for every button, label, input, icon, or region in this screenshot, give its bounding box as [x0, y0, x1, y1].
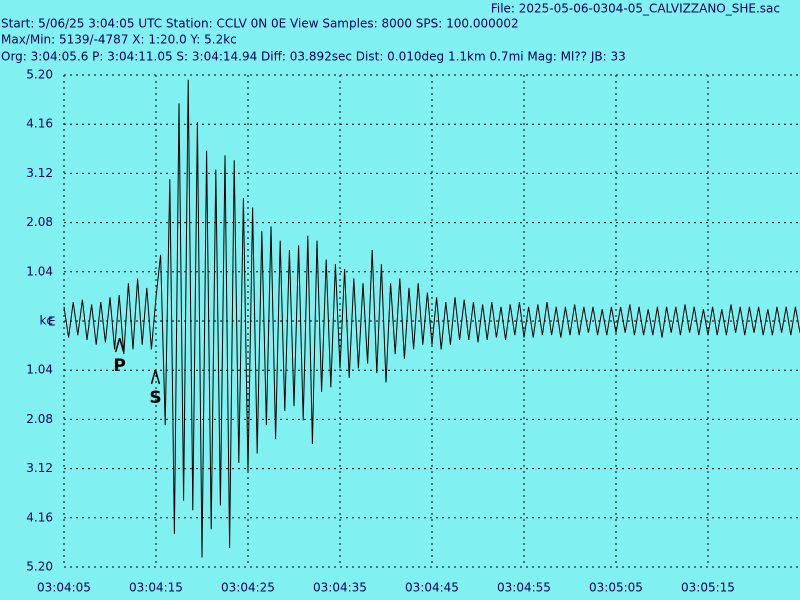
waveform [63, 79, 800, 558]
x-tick-label: 03:05:15 [681, 581, 735, 595]
y-tick-label: 4.16 [26, 510, 53, 524]
pick-label: S [149, 388, 161, 408]
x-tick-label: 03:04:25 [221, 581, 275, 595]
y-tick-label: 5.20 [26, 560, 53, 574]
x-tick-label: 03:05:05 [589, 581, 643, 595]
x-tick-label: 03:04:15 [129, 581, 183, 595]
y-tick-label: 1.04 [26, 363, 53, 377]
header-line: Start: 5/06/25 3:04:05 UTC Station: CCLV… [1, 17, 519, 31]
x-tick-label: 03:04:05 [37, 581, 91, 595]
y-tick-label: 4.16 [26, 117, 53, 131]
pick-arrow [150, 369, 157, 385]
pick-arrow [114, 337, 121, 353]
y-tick-label: kc [39, 314, 53, 328]
pick-label: P [113, 356, 125, 376]
x-tick-label: 03:04:45 [405, 581, 459, 595]
header-line: Org: 3:04:05.6 P: 3:04:11.05 S: 3:04:14.… [1, 50, 626, 64]
y-tick-label: 1.04 [26, 264, 53, 278]
y-tick-label: 3.12 [26, 166, 53, 180]
y-tick-label: 2.08 [26, 215, 53, 229]
y-tick-label: 2.08 [26, 412, 53, 426]
x-tick-label: 03:04:55 [497, 581, 551, 595]
y-tick-label: 3.12 [26, 461, 53, 475]
header-line: Max/Min: 5139/-4787 X: 1:20.0 Y: 5.2kc [1, 33, 237, 47]
pick-arrow [118, 337, 125, 353]
x-tick-label: 03:04:35 [313, 581, 367, 595]
channel-label: E [48, 315, 56, 329]
pick-arrow [154, 369, 161, 385]
file-name: File: 2025-05-06-0304-05_CALVIZZANO_SHE.… [491, 2, 780, 16]
y-tick-label: 5.20 [26, 68, 53, 82]
